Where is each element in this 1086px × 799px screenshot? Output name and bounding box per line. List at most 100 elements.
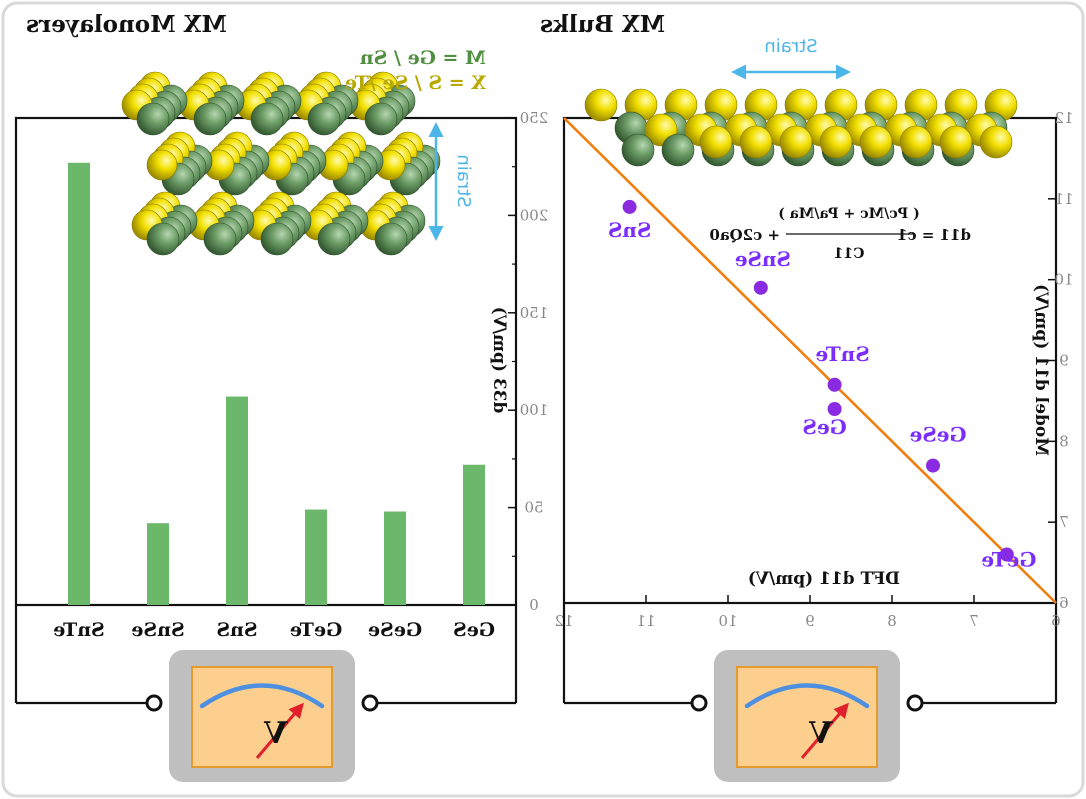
scatter-point-gese [926,458,940,473]
scatter-y-tick-label: 7 [1059,513,1069,531]
strain-label-monolayer: Strain [764,36,817,57]
scatter-label-snse: SnSe [735,247,791,271]
x-atom [939,125,973,159]
scatter-point-snse [753,280,768,295]
m-atom [136,102,170,136]
voltmeter-right [145,650,379,782]
voltmeter-left-terminal-right [690,694,708,712]
scatter-y-tick-label: 11 [1054,190,1073,208]
bar-plot-frame [14,116,518,607]
bar-category-label-sns: SnS [216,619,257,641]
x-atom [779,125,813,159]
m-atom [374,222,408,256]
m-atom [317,222,351,256]
x-atom [584,88,618,122]
voltmeter-right-terminal-right [145,694,163,712]
bar-category-label-ges: GeS [453,619,495,641]
bar-y-tick-label: 50 [524,499,543,517]
scatter-label-snte: SnTe [815,342,869,366]
monolayers-panel: 6 7 8 9 10 11 12 6 7 8 9 10 11 12 SnS SnSe SnTe GeS GeSe G… [554,64,1074,782]
voltmeter-left-needle [800,702,849,759]
bar-snse [147,523,169,605]
m-atom [621,133,655,167]
monolayers-title: MX Monolayers [26,11,227,38]
x-atom [739,125,773,159]
scatter-x-tick-label: 11 [636,612,655,630]
m-atom [146,222,180,256]
bar-y-tick-label: 150 [520,304,549,322]
scatter-y-tick-label: 12 [1054,109,1073,127]
x-atom [146,149,178,181]
bar-ticks: 0 50 100 150 200 250 [508,109,548,614]
scatter-y-tick-label: 10 [1054,271,1073,289]
x-atom [859,125,893,159]
model-formula: d11 = c1 ( Pc/Mc + Pa/Ma ) C11 + c2Qa0 [709,206,971,262]
scatter-label-ges: GeS [802,415,846,439]
voltmeter-left-scale-arc [744,683,870,709]
bar-category-label-snte: SnTe [53,619,105,641]
voltmeter-left-terminal-left [906,694,924,712]
bars [68,162,485,605]
scatter-x-tick-label: 6 [1051,612,1061,630]
formula-tail: + c2Qa0 [709,226,780,244]
scatter-y-tick-label: 8 [1059,432,1069,450]
x-atom [699,125,733,159]
bar-category-labels: GeS GeSe GeTe SnS SnSe SnTe [53,619,495,641]
voltmeter-left [690,650,924,782]
scatter-y-tick-label: 9 [1059,352,1069,370]
monolayer-crystal-image [584,88,1018,167]
bar-gete [305,509,327,605]
bar-category-label-snse: SnSe [131,619,184,641]
bar-sns [226,396,248,605]
bulks-title: MX Bulks [540,11,665,38]
bar-y-axis-label: d33 (pm/V) [489,307,509,414]
bar-ges [463,464,485,605]
m-atom [661,133,695,167]
scatter-point-sns [622,199,637,214]
scatter-label-sns: SnS [608,218,651,242]
x-atom [979,125,1013,159]
bulk-crystal-image [121,71,441,256]
scatter-point-ges [827,402,842,416]
scatter-ticks: 6 7 8 9 10 11 12 6 7 8 9 10 11 12 [554,109,1073,630]
formula-denominator: C11 [834,246,865,262]
formula-lhs: d11 = c1 [897,226,971,244]
bar-y-tick-label: 200 [520,206,549,224]
x-atom [899,125,933,159]
scatter-points [622,199,1014,562]
voltmeter-left-symbol: V [809,716,834,751]
voltmeter-right-terminal-left [361,694,379,712]
scatter-x-tick-label: 7 [969,612,979,630]
bar-snte [68,162,90,605]
voltmeter-right-needle [255,702,304,759]
scatter-x-axis-label: DFT d11 (pm/V) [748,569,900,589]
bar-gese [384,511,406,605]
scatter-x-tick-label: 8 [887,612,897,630]
scatter-x-tick-label: 12 [554,612,573,630]
scatter-point-labels: SnS SnSe SnTe GeS GeSe GeTe [608,218,1036,572]
bar-y-tick-label: 100 [520,401,549,419]
voltmeter-right-scale-arc [199,683,325,709]
scatter-point-snte [827,377,842,392]
scatter-label-gete: GeTe [981,548,1036,572]
legend-m: M = Ge / Sn [360,47,486,69]
strain-label-bulk: Strain [453,154,474,207]
scatter-y-axis-label: Model d11 (pm/V) [1031,284,1051,456]
m-atom [307,102,341,136]
scatter-label-gese: GeSe [910,423,967,447]
m-atom [193,102,227,136]
bar-y-tick-label: 0 [529,596,539,614]
scatter-y-tick-label: 6 [1059,594,1069,612]
bar-category-label-gese: GeSe [368,619,422,641]
voltmeter-right-symbol: V [264,716,289,751]
scatter-point-gete [999,547,1014,562]
bar-category-label-gete: GeTe [290,619,342,641]
scatter-x-tick-label: 10 [718,612,737,630]
bar-y-tick-label: 250 [520,109,549,127]
m-atom [250,102,284,136]
x-atom [819,125,853,159]
m-atom [260,222,294,256]
